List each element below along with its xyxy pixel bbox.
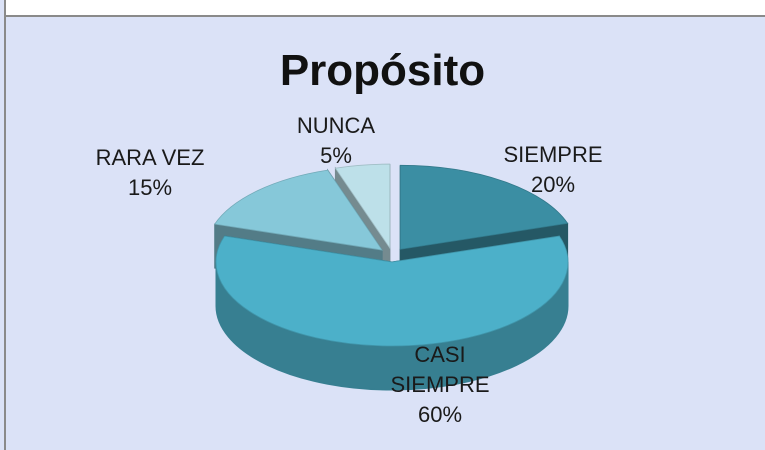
data-label: NUNCA 5%: [286, 111, 386, 171]
category-label: CASI SIEMPRE: [390, 342, 490, 397]
pie-slice: [215, 235, 569, 347]
pie: [214, 163, 569, 391]
percent-label: 5%: [320, 143, 352, 168]
percent-label: 60%: [417, 402, 463, 427]
category-label: RARA VEZ: [95, 145, 205, 170]
pie-slice: [334, 163, 391, 250]
chart-title: Propósito: [279, 46, 486, 95]
top-frame: [4, 0, 765, 17]
data-label: RARA VEZ 15%: [85, 143, 215, 203]
percent-label: 15%: [127, 175, 173, 200]
pie-slice: [399, 164, 569, 250]
percent-label: 20%: [530, 172, 576, 197]
pie-slice: [214, 169, 383, 251]
category-label: NUNCA: [296, 113, 376, 138]
category-label: SIEMPRE: [503, 142, 603, 167]
data-label: SIEMPRE 20%: [503, 140, 603, 200]
data-label: CASI SIEMPRE 60%: [385, 340, 495, 430]
